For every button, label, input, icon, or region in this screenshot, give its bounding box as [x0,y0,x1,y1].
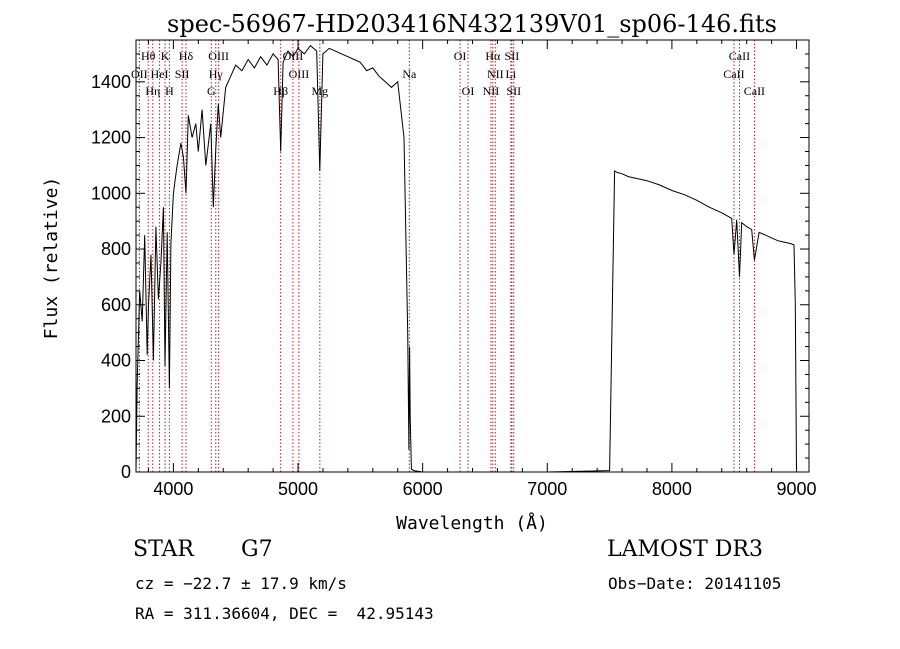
y-tick-label: 0 [121,462,131,482]
y-tick-label: 400 [101,351,131,371]
x-tick-label: 4000 [153,479,193,499]
line-marker-label: G [207,84,216,98]
x-tick-label: 9000 [777,479,817,499]
y-axis: 0 200 400 600 800 1000 1200 1400 [91,53,809,482]
line-marker-label: Na [402,67,417,81]
line-marker-label: Hη [145,84,160,98]
line-marker-label: SII [506,84,521,98]
y-tick-label: 600 [101,295,131,315]
x-tick-label: 6000 [403,479,443,499]
x-tick-label: 8000 [652,479,692,499]
line-marker-label: H [165,84,174,98]
line-marker-label: CaII [729,49,750,63]
obs-date: Obs−Date: 20141105 [608,574,782,593]
line-marker-label: SII [175,67,190,81]
y-axis-label: Flux (relative) [41,177,62,340]
y-tick-label: 800 [101,239,131,259]
x-tick-label: 5000 [278,479,318,499]
line-marker-label: CaII [723,67,744,81]
line-marker-label: OII [131,67,148,81]
plot-frame [135,39,810,473]
y-tick-label: 1200 [91,128,131,148]
line-marker-label: Li [506,67,517,81]
line-marker-label: Mg [311,84,328,98]
line-marker-label: OI [454,49,467,63]
survey-name: LAMOST DR3 [607,537,763,562]
redshift-cz: cz = −22.7 ± 17.9 km/s [135,574,347,593]
chart-title: spec-56967-HD203416N432139V01_sp06-146.f… [167,10,777,38]
x-tick-label: 7000 [527,479,567,499]
spectral-subclass: G7 [241,537,273,562]
object-type: STAR [133,537,194,562]
line-marker-label: Hθ [141,49,156,63]
line-marker-label: SII [505,49,520,63]
y-tick-label: 1400 [91,72,131,92]
spectrum-line [135,44,797,473]
line-marker-label: OIII [208,49,229,63]
x-axis-label: Wavelength (Å) [396,512,548,534]
line-marker-label: OI [462,84,475,98]
y-tick-label: 1000 [91,183,131,203]
x-axis: 4000 5000 6000 7000 8000 9000 [147,40,817,499]
line-marker-label: NII [483,84,500,98]
line-marker-label: Hβ [273,84,288,98]
ra-dec: RA = 311.36604, DEC = 42.95143 [135,604,434,623]
line-marker-label: HeI [151,67,169,81]
line-marker-label: OIII [283,49,304,63]
line-marker-label: OIII [289,67,310,81]
y-tick-label: 200 [101,406,131,426]
line-marker-label: Hδ [179,49,194,63]
line-markers [138,40,755,472]
line-marker-label: NII [487,67,504,81]
line-marker-label: K [161,49,170,63]
line-marker-label: CaII [744,84,765,98]
line-marker-label: Hγ [209,67,224,81]
line-marker-label: Hα [485,49,501,63]
